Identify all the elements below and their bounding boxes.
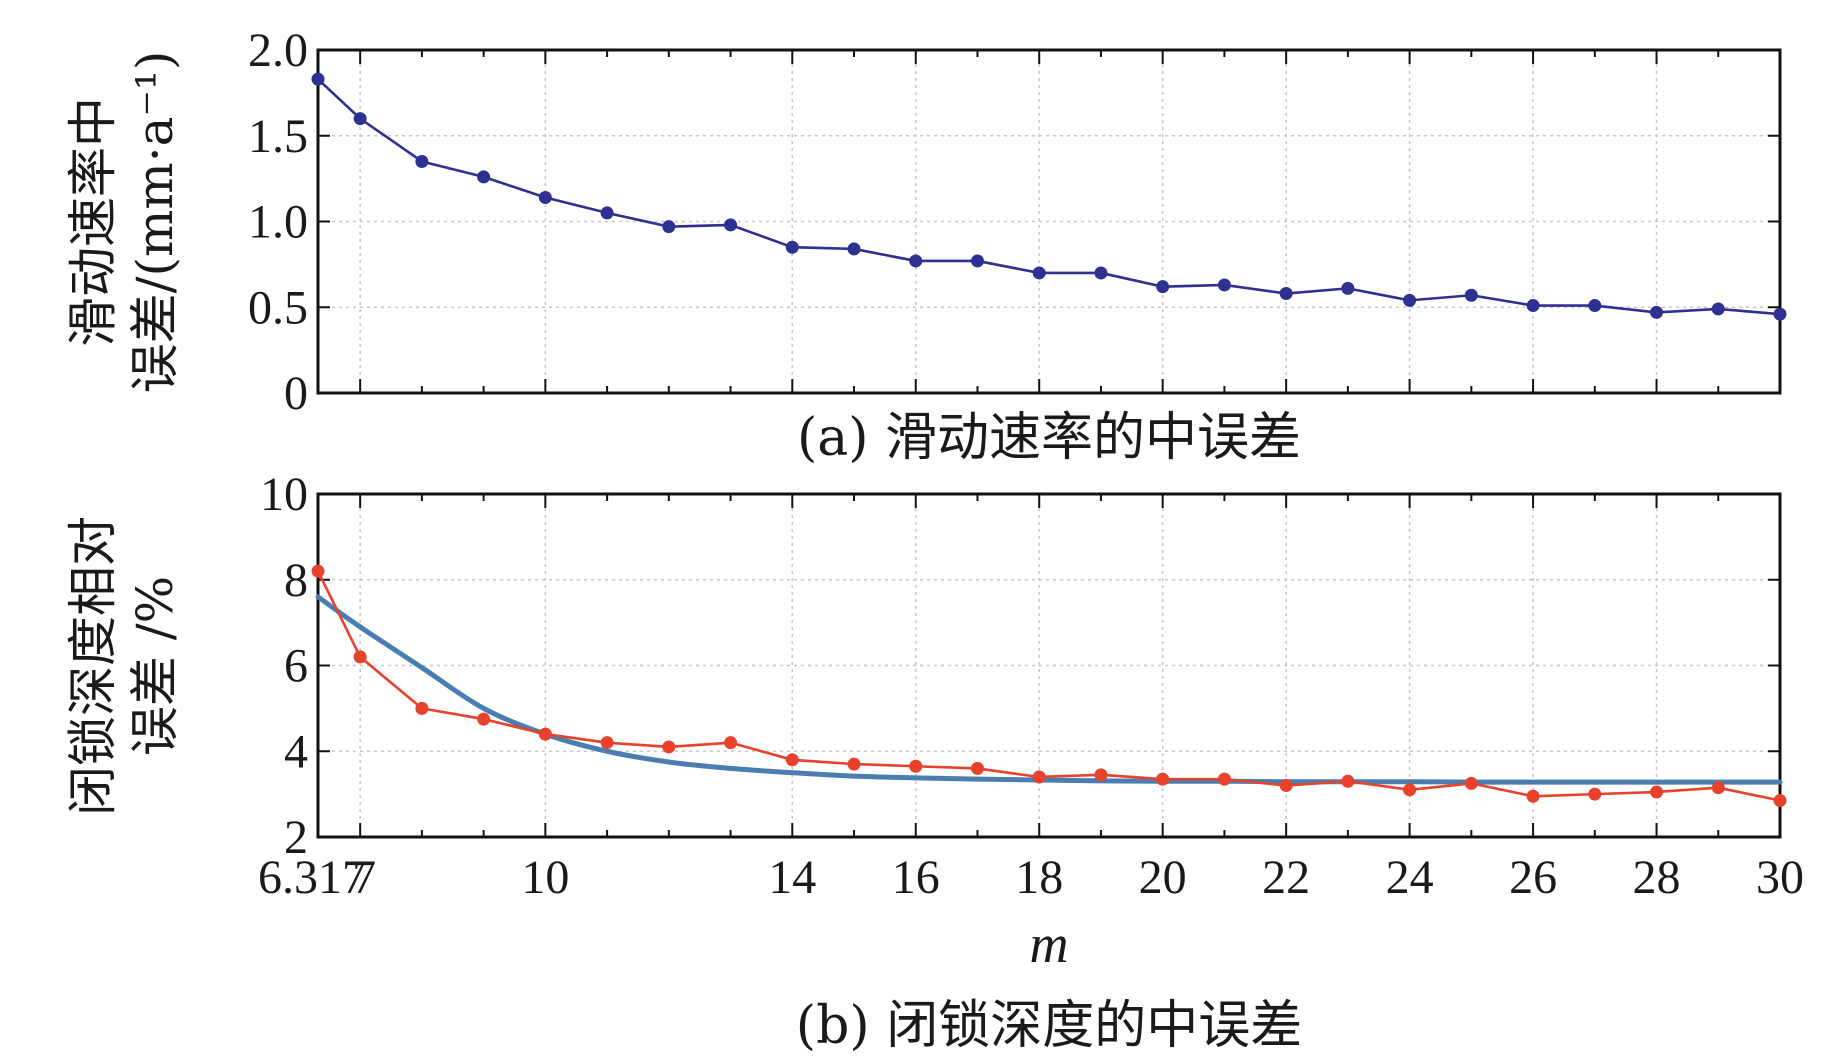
panel-a-data-point — [1032, 266, 1046, 280]
panel-a-y-tick-label: 0 — [284, 367, 308, 420]
x-tick-label: 30 — [1756, 851, 1804, 904]
panel-a-data-point — [1094, 266, 1108, 280]
panel-a-y-tick-labels: 0 0.5 1.0 1.5 2.0 — [248, 24, 308, 420]
x-tick-label: 22 — [1262, 851, 1310, 904]
panel-a-data-point — [1464, 288, 1478, 302]
panel-a-data-point — [1650, 305, 1664, 319]
panel-b-data-point — [1650, 785, 1664, 799]
panel-a-series — [311, 72, 1787, 321]
panel-a-data-point — [1279, 287, 1293, 301]
panel-b-y-tick-labels: 2 4 6 8 10 — [260, 468, 308, 864]
panel-b-y-tick-label: 2 — [284, 811, 308, 864]
panel-a-data-point — [1217, 278, 1231, 292]
panel-b-data-point — [1094, 768, 1108, 782]
panel-b-data-point — [1711, 781, 1725, 795]
x-tick-label: 7 — [352, 851, 376, 904]
panel-b-data-point — [785, 753, 799, 767]
panel-a-axis-ticks — [317, 49, 1781, 394]
panel-b-data-point — [1341, 774, 1355, 788]
panel-a-data-point — [1773, 307, 1787, 321]
panel-a-data-point — [415, 154, 429, 168]
panel-b-data-point — [970, 761, 984, 775]
panel-a-data-point — [724, 218, 738, 232]
x-tick-label: 26 — [1509, 851, 1557, 904]
panel-a-data-point — [662, 220, 676, 234]
panel-a-data-point — [785, 240, 799, 254]
panel-b-data-point — [1526, 789, 1540, 803]
panel-a-data-point — [1403, 293, 1417, 307]
panel-b-data-point — [1403, 783, 1417, 797]
panel-b-y-label-line1: 闭锁深度相对 — [64, 516, 122, 816]
panel-a-data-point — [970, 254, 984, 268]
panel-a-slip-rate: 0 0.5 1.0 1.5 2.0 滑动速率中 误差/(mm·a⁻¹) (a) 滑动速率… — [64, 24, 1787, 468]
panel-a-y-tick-label: 2.0 — [248, 24, 308, 77]
panel-b-caption: (b) 闭锁深度的中误差 — [796, 996, 1302, 1056]
panel-a-data-point — [600, 206, 614, 220]
panel-b-data-point — [538, 727, 552, 741]
panel-a-y-tick-label: 1.5 — [248, 110, 308, 163]
panel-b-data-point — [311, 564, 325, 578]
panel-b-data-point — [415, 701, 429, 715]
x-tick-label: 28 — [1633, 851, 1681, 904]
panel-a-data-point — [1156, 280, 1170, 294]
panel-a-caption: (a) 滑动速率的中误差 — [797, 408, 1301, 468]
panel-b-data-point — [1032, 770, 1046, 784]
panel-b-data-point — [662, 740, 676, 754]
panel-b-data-point — [909, 759, 923, 773]
panel-a-data-point — [909, 254, 923, 268]
panel-b-data-point — [1588, 787, 1602, 801]
panel-b-y-tick-label: 8 — [284, 554, 308, 607]
panel-b-data-point — [1279, 779, 1293, 793]
panel-a-data-point — [477, 170, 491, 184]
panel-b-grid — [318, 494, 1780, 837]
panel-a-y-label-line2: 误差/(mm·a⁻¹) — [126, 51, 184, 394]
panel-a-grid — [318, 50, 1780, 393]
panel-a-y-tick-label: 0.5 — [248, 281, 308, 334]
panel-b-series — [311, 564, 1787, 808]
panel-b-series-line — [316, 569, 1782, 802]
panel-b-data-point — [1773, 794, 1787, 808]
x-tick-label: 14 — [768, 851, 816, 904]
panel-a-data-point — [1711, 302, 1725, 316]
x-axis-label: m — [1030, 914, 1069, 974]
panel-a-data-point — [1588, 299, 1602, 313]
panel-b-y-tick-label: 4 — [284, 725, 308, 778]
x-tick-label: 18 — [1015, 851, 1063, 904]
panel-b-data-point — [847, 757, 861, 771]
x-tick-label: 24 — [1386, 851, 1434, 904]
panel-b-data-point — [1217, 772, 1231, 786]
panel-b-fit-curve — [315, 594, 1783, 785]
panel-a-data-point — [847, 242, 861, 256]
panel-a-y-axis-label: 滑动速率中 误差/(mm·a⁻¹) — [64, 51, 184, 394]
panel-a-data-point — [311, 72, 325, 86]
x-tick-label: 16 — [892, 851, 940, 904]
panel-b-data-point — [477, 712, 491, 726]
panel-a-y-label-line1: 滑动速率中 — [64, 97, 122, 347]
panel-b-data-point — [1464, 776, 1478, 790]
panel-a-data-point — [538, 190, 552, 204]
panel-b-y-tick-label: 6 — [284, 640, 308, 693]
panel-a-data-point — [353, 112, 367, 126]
panel-a-data-point — [1341, 281, 1355, 295]
x-tick-label: 20 — [1139, 851, 1187, 904]
x-tick-label: 10 — [521, 851, 569, 904]
panel-b-data-point — [353, 650, 367, 664]
panel-b-data-point — [1156, 772, 1170, 786]
panel-b-data-point — [600, 736, 614, 750]
panel-a-data-point — [1526, 299, 1540, 313]
panel-b-axis-ticks — [317, 493, 1781, 838]
panel-a-series-line — [316, 77, 1782, 316]
x-tick-label: 6.317 — [258, 851, 366, 904]
panel-a-y-tick-label: 1.0 — [248, 196, 308, 249]
panel-b-y-tick-label: 10 — [260, 468, 308, 521]
panel-b-data-point — [724, 736, 738, 750]
panel-b-y-axis-label: 闭锁深度相对 误差 /% — [64, 516, 184, 816]
panel-b-y-label-line2: 误差 /% — [126, 576, 184, 756]
